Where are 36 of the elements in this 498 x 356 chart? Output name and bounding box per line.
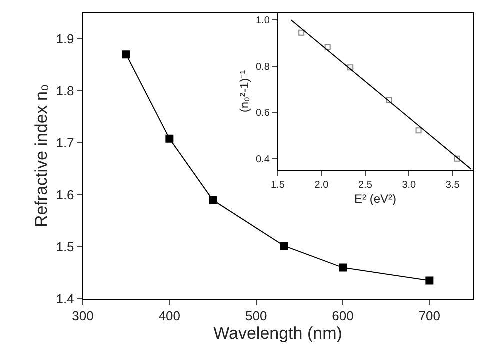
y-axis-title: Refractive index n₀ <box>32 84 51 228</box>
point <box>324 44 331 50</box>
x-tick-label: 2.0 <box>314 180 330 192</box>
y-tick-label: 1.7 <box>56 136 74 151</box>
x-axis-title: E² (eV²) <box>354 192 397 206</box>
y-tick-label: 1.4 <box>56 292 74 307</box>
point <box>166 134 174 143</box>
y-tick-label: 0.8 <box>256 62 270 73</box>
y-tick-label: 1.0 <box>256 15 270 26</box>
x-tick-label: 3.0 <box>402 180 417 192</box>
x-tick-label: 2.5 <box>358 180 373 192</box>
x-tick-label: 400 <box>158 308 181 324</box>
x-tick-label: 500 <box>245 308 268 324</box>
point <box>298 30 305 36</box>
point <box>426 276 434 285</box>
x-axis-title: Wavelength (nm) <box>214 324 342 344</box>
x-tick-label: 3.5 <box>446 180 460 192</box>
x-tick-label: 700 <box>418 308 441 324</box>
y-tick-label: 1.5 <box>56 240 74 255</box>
y-tick-label: 1.9 <box>56 32 74 47</box>
y-tick-label: 0.6 <box>256 108 270 120</box>
point <box>122 50 130 59</box>
point <box>386 97 392 104</box>
point <box>339 264 347 272</box>
y-tick-label: 1.8 <box>56 84 74 99</box>
point <box>348 64 354 71</box>
y-axis-title: (n₀²-1)⁻¹ <box>237 70 252 113</box>
point <box>209 196 217 204</box>
point <box>416 128 422 134</box>
y-tick-label: 1.6 <box>56 188 74 203</box>
point <box>280 242 288 250</box>
x-tick-label: 1.5 <box>271 180 286 192</box>
x-tick-label: 300 <box>72 308 94 324</box>
y-tick-label: 0.4 <box>256 154 270 166</box>
point <box>454 156 460 162</box>
x-tick-label: 600 <box>332 308 354 324</box>
